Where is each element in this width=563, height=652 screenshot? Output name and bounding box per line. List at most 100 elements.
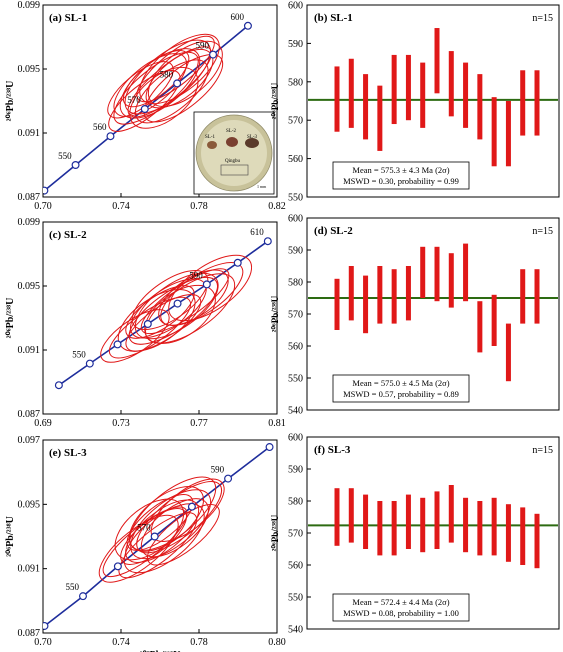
age-label: 590 [196,41,210,51]
age-error-bar [377,85,383,151]
age-error-bar [477,301,483,353]
concordia-curve [58,240,269,386]
concordia-node [54,381,63,390]
age-label: 570 [137,523,151,533]
age-error-bar [448,51,454,117]
age-error-bar [434,28,440,94]
age-error-bar [463,243,469,302]
concordia-node [43,186,49,195]
concordia-node [106,132,115,141]
age-error-bar [348,266,354,321]
y-tick-label: 0.099 [18,0,41,11]
inset-label: SL-2 [226,129,237,134]
stats-box [332,593,470,622]
plot-area: 550 560 570 580 590 600 [43,12,252,195]
age-error-bar [377,266,383,324]
plot-frame [42,221,278,415]
y-tick-label: 540 [288,625,303,636]
age-error-bar [420,497,426,553]
age-error-bar [391,54,397,125]
x-tick-label: 0.70 [34,201,52,212]
age-label: 590 [189,270,203,280]
concordia-node [43,621,49,630]
concordia-node [78,592,87,601]
concordia-node [113,562,122,571]
concordia-node [143,320,152,329]
x-tick-label: 0.77 [190,418,208,429]
error-ellipse [147,504,220,566]
age-error-bar [505,101,511,167]
weighted-mean-panel-1: 540 550 560 570 580 590 600 (d) SL-2 n=15 Mean = … [270,214,560,417]
error-ellipse [160,262,244,326]
grain-sl1 [207,141,217,149]
mean-age-text: Mean = 575.3 ± 4.3 Ma (2σ) [352,165,449,175]
y-tick-label: 560 [288,154,303,165]
y-tick-label: 560 [288,342,303,353]
mean-age-text: Mean = 572.4 ± 4.4 Ma (2σ) [352,597,449,607]
concordia-node [85,359,94,368]
age-error-bar [505,504,511,562]
panel-title: (f) SL-3 [314,444,351,456]
age-error-bar [348,488,354,543]
age-error-bar [363,494,369,549]
x-tick-label: 0.78 [190,201,208,212]
error-ellipse [136,35,215,103]
y-tick-label: 600 [288,433,303,444]
age-error-bar [477,501,483,556]
concordia-node [224,474,233,483]
grain-sl2 [226,137,238,147]
y-tick-label: 570 [288,310,303,321]
error-ellipse [98,514,179,583]
age-label: 560 [93,122,107,132]
y-tick-label: 550 [288,593,303,604]
concordia-node [243,21,252,30]
y-axis-label: ²⁰⁶Pb/²³⁸U [5,516,16,557]
error-ellipse [130,489,212,560]
y-tick-label: 0.091 [18,564,41,575]
inset-label: 1 mm [257,184,267,189]
x-tick-label: 0.82 [268,201,286,212]
concordia-node [233,258,242,267]
concordia-node [263,237,272,246]
x-tick-label: 0.73 [112,418,130,429]
age-label: 590 [211,465,225,475]
concordia-node [173,299,182,308]
age-error-bar [491,294,497,346]
age-label: 600 [230,12,244,22]
concordia-node [71,161,80,170]
x-tick-label: 0.74 [112,201,130,212]
mean-age-text: Mean = 575.0 ± 4.5 Ma (2σ) [352,378,449,388]
age-error-bar [420,62,426,128]
age-error-bar [434,246,440,302]
grain-sl3 [245,138,259,148]
error-ellipse [102,506,188,577]
error-ellipse [122,50,190,108]
age-error-bar [534,70,540,136]
age-label: 580 [160,69,174,79]
error-ellipse [144,273,236,344]
y-tick-label: 600 [288,1,303,12]
age-error-bar [434,491,440,549]
weighted-mean-panel-2: 540 550 560 570 580 590 600 (f) SL-3 n=15 Mean = … [270,433,560,636]
y-tick-label: 0.097 [18,435,41,446]
y-tick-label: 570 [288,529,303,540]
age-label: 610 [250,227,264,237]
y-tick-label: 560 [288,561,303,572]
age-error-bar [491,97,497,167]
y-axis-label: ²⁰⁶Pb/²³⁸U [270,514,280,551]
y-tick-label: 0.091 [18,345,41,356]
x-axis-label: ²⁰⁷Pb/²³⁵U [140,650,181,652]
y-axis-label: ²⁰⁶Pb/²³⁸U [5,298,16,339]
label-box [220,164,249,176]
y-tick-label: 580 [288,278,303,289]
inset-photo: SL-1 SL-2 SL-3 Qingbu 1 mm [193,111,275,195]
y-tick-label: 580 [288,77,303,88]
error-ellipse [140,268,230,335]
error-ellipse [134,59,209,124]
error-ellipse [168,254,253,322]
y-tick-label: 0.091 [18,128,41,139]
age-error-bar [363,74,369,140]
age-error-bar [405,266,411,321]
concordia-node [173,79,182,88]
inset-label: SL-3 [247,135,258,140]
